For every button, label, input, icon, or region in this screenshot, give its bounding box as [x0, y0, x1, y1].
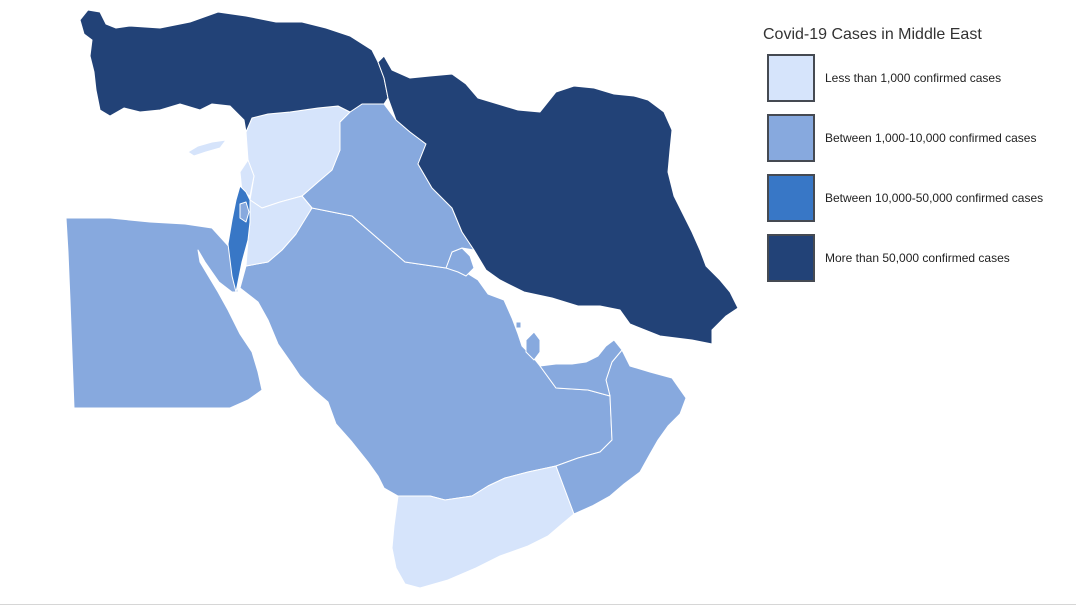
region-qatar[interactable] [525, 331, 541, 361]
legend-item-10k-50k: Between 10,000-50,000 confirmed cases [763, 172, 1063, 224]
legend-item-1k-10k: Between 1,000-10,000 confirmed cases [763, 112, 1063, 164]
legend-label-lt-1k: Less than 1,000 confirmed cases [825, 71, 1002, 85]
map-legend: Covid-19 Cases in Middle East Less than … [763, 26, 1063, 292]
legend-swatch-lt-1k [767, 54, 815, 102]
legend-item-lt-1k: Less than 1,000 confirmed cases [763, 52, 1063, 104]
legend-label-10k-50k: Between 10,000-50,000 confirmed cases [825, 191, 1044, 205]
legend-item-gt-50k: More than 50,000 confirmed cases [763, 232, 1063, 284]
bottom-divider [0, 604, 1076, 605]
legend-label-1k-10k: Between 1,000-10,000 confirmed cases [825, 131, 1037, 145]
region-palestine[interactable] [239, 201, 250, 223]
region-yemen[interactable] [391, 465, 575, 589]
region-iran[interactable] [377, 55, 739, 345]
legend-swatch-1k-10k [767, 114, 815, 162]
legend-title: Covid-19 Cases in Middle East [763, 26, 982, 43]
region-cyprus[interactable] [187, 139, 227, 157]
region-bahrain[interactable] [515, 321, 522, 329]
legend-swatch-gt-50k [767, 234, 815, 282]
region-turkey[interactable] [79, 9, 389, 133]
region-egypt[interactable] [65, 217, 263, 409]
region-uae[interactable] [539, 339, 623, 397]
legend-label-gt-50k: More than 50,000 confirmed cases [825, 251, 1010, 265]
region-oman[interactable] [555, 349, 687, 515]
legend-swatch-10k-50k [767, 174, 815, 222]
